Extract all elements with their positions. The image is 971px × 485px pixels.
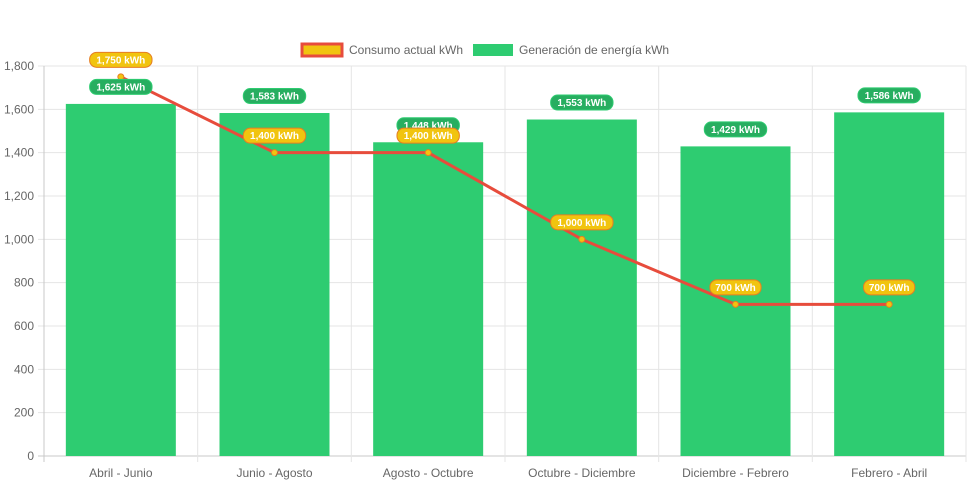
bar-data-label-bg bbox=[242, 88, 307, 105]
line-data-label: 1,400 kWh bbox=[250, 131, 299, 142]
bar-data-label: 1,586 kWh bbox=[865, 91, 914, 102]
line-point bbox=[271, 149, 278, 157]
line-data-label: 1,400 kWh bbox=[404, 131, 453, 142]
x-tick-label: Octubre - Diciembre bbox=[528, 466, 636, 480]
bar bbox=[526, 119, 637, 457]
bar-data-label-bg bbox=[89, 78, 153, 95]
bar-data-label-bg bbox=[857, 87, 921, 104]
y-tick-label: 1,600 bbox=[4, 102, 34, 116]
y-tick-label: 1,000 bbox=[4, 232, 34, 246]
line-data-label-bg bbox=[242, 127, 307, 144]
y-tick-label: 0 bbox=[27, 449, 34, 463]
x-tick-label: Abril - Junio bbox=[89, 466, 153, 480]
bar-data-label: 1,553 kWh bbox=[557, 98, 606, 109]
legend-swatch-consumo bbox=[300, 42, 344, 58]
line-data-label: 700 kWh bbox=[715, 283, 756, 294]
y-tick-label: 1,200 bbox=[4, 189, 34, 203]
y-tick-label: 1,400 bbox=[4, 146, 34, 160]
line-point bbox=[424, 149, 432, 157]
bar bbox=[65, 103, 176, 457]
x-tick-label: Junio - Agosto bbox=[236, 466, 312, 480]
bar-data-label: 1,448 kWh bbox=[404, 121, 453, 132]
bar-data-label-bg bbox=[703, 121, 768, 138]
line-data-label-bg bbox=[89, 51, 153, 68]
line-data-label-bg bbox=[709, 279, 762, 296]
bar-data-label: 1,583 kWh bbox=[250, 92, 299, 103]
line-data-label-bg bbox=[863, 279, 916, 296]
x-tick-label: Agosto - Octubre bbox=[383, 466, 474, 480]
y-tick-label: 400 bbox=[14, 362, 34, 376]
legend-swatch-generacion bbox=[473, 44, 513, 56]
y-tick-label: 600 bbox=[14, 319, 34, 333]
line-data-label: 700 kWh bbox=[869, 283, 910, 294]
x-tick-label: Febrero - Abril bbox=[851, 466, 927, 480]
bar-data-label: 1,625 kWh bbox=[96, 82, 145, 93]
y-tick-label: 800 bbox=[14, 276, 34, 290]
line-data-label-bg bbox=[550, 214, 614, 231]
y-tick-label: 200 bbox=[14, 406, 34, 420]
line-data-label: 1,000 kWh bbox=[557, 218, 606, 229]
x-tick-label: Diciembre - Febrero bbox=[682, 466, 789, 480]
line-data-label: 1,750 kWh bbox=[96, 55, 145, 66]
legend-label-generacion: Generación de energía kWh bbox=[519, 43, 669, 57]
line-point bbox=[578, 235, 586, 243]
line-data-label-bg bbox=[396, 127, 460, 144]
bar bbox=[219, 113, 330, 457]
bar-data-label: 1,429 kWh bbox=[711, 125, 760, 136]
bar-data-label-bg bbox=[550, 94, 614, 111]
bar bbox=[373, 142, 484, 456]
line-point bbox=[732, 300, 739, 308]
legend-label-consumo: Consumo actual kWh bbox=[349, 43, 463, 57]
line-point bbox=[885, 300, 893, 308]
y-tick-label: 1,800 bbox=[4, 59, 34, 73]
